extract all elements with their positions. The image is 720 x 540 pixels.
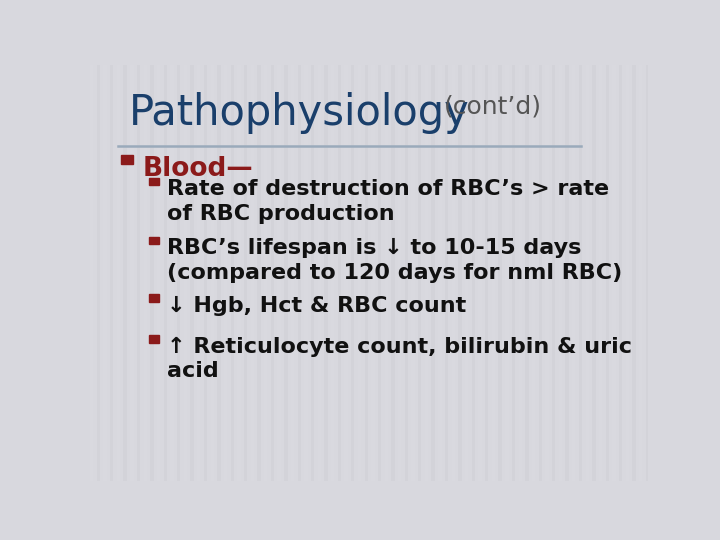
Bar [264, 65, 267, 481]
Bar [184, 65, 187, 481]
Bar [579, 65, 582, 481]
Bar [324, 65, 328, 481]
Bar [217, 65, 220, 481]
Bar [472, 65, 475, 481]
Bar [121, 154, 133, 164]
Bar [478, 65, 482, 481]
Bar [505, 65, 508, 481]
Bar [171, 65, 174, 481]
Bar [258, 65, 261, 481]
Bar [124, 65, 127, 481]
Bar [104, 65, 107, 481]
Bar [148, 335, 158, 342]
Bar [150, 65, 153, 481]
Bar [204, 65, 207, 481]
Bar [284, 65, 287, 481]
Bar [224, 65, 228, 481]
Bar [384, 65, 388, 481]
Text: RBC’s lifespan is ↓ to 10-15 days
(compared to 120 days for nml RBC): RBC’s lifespan is ↓ to 10-15 days (compa… [167, 239, 622, 284]
Bar [338, 65, 341, 481]
Bar [392, 65, 395, 481]
Bar [344, 65, 348, 481]
Text: (cont’d): (cont’d) [444, 94, 542, 119]
Text: ↓ Hgb, Hct & RBC count: ↓ Hgb, Hct & RBC count [167, 296, 467, 316]
Bar [364, 65, 368, 481]
Bar [565, 65, 569, 481]
Bar [305, 65, 307, 481]
Bar [411, 65, 415, 481]
Bar [438, 65, 441, 481]
Bar [459, 65, 462, 481]
Bar [418, 65, 421, 481]
Bar [230, 65, 234, 481]
Bar [639, 65, 642, 481]
Bar [277, 65, 281, 481]
Bar [318, 65, 321, 481]
Bar [143, 65, 147, 481]
Bar [632, 65, 636, 481]
Bar [163, 65, 167, 481]
Bar [96, 65, 100, 481]
Bar [451, 65, 455, 481]
Text: ↑ Reticulocyte count, bilirubin & uric
acid: ↑ Reticulocyte count, bilirubin & uric a… [167, 336, 632, 381]
Bar [465, 65, 468, 481]
Bar [137, 65, 140, 481]
Bar [652, 65, 656, 481]
Bar [585, 65, 589, 481]
Bar [606, 65, 609, 481]
Bar [177, 65, 181, 481]
Bar [157, 65, 161, 481]
Bar [532, 65, 535, 481]
Bar [492, 65, 495, 481]
Bar [612, 65, 616, 481]
Bar [425, 65, 428, 481]
Bar [518, 65, 522, 481]
Bar [148, 237, 158, 245]
Text: Pathophysiology: Pathophysiology [129, 92, 470, 134]
Bar [311, 65, 315, 481]
Text: Blood—: Blood— [143, 156, 253, 182]
Bar [512, 65, 516, 481]
Bar [238, 65, 240, 481]
Bar [539, 65, 542, 481]
Bar [378, 65, 382, 481]
Bar [271, 65, 274, 481]
Bar [498, 65, 502, 481]
Bar [445, 65, 449, 481]
Bar [526, 65, 528, 481]
Bar [148, 178, 158, 185]
Bar [599, 65, 602, 481]
Bar [545, 65, 549, 481]
Bar [331, 65, 334, 481]
Bar [559, 65, 562, 481]
Bar [572, 65, 575, 481]
Bar [297, 65, 301, 481]
Bar [210, 65, 214, 481]
Bar [485, 65, 488, 481]
Bar [130, 65, 133, 481]
Bar [291, 65, 294, 481]
Bar [405, 65, 408, 481]
Bar [619, 65, 622, 481]
Bar [626, 65, 629, 481]
Text: Rate of destruction of RBC’s > rate
of RBC production: Rate of destruction of RBC’s > rate of R… [167, 179, 609, 224]
Bar [251, 65, 254, 481]
Bar [646, 65, 649, 481]
Bar [117, 65, 120, 481]
Bar [244, 65, 248, 481]
Bar [197, 65, 200, 481]
Bar [351, 65, 354, 481]
Bar [358, 65, 361, 481]
Bar [190, 65, 194, 481]
Bar [593, 65, 595, 481]
Bar [398, 65, 401, 481]
Bar [110, 65, 114, 481]
Bar [90, 65, 94, 481]
Bar [148, 294, 158, 302]
Bar [431, 65, 435, 481]
Bar [372, 65, 374, 481]
Bar [552, 65, 555, 481]
